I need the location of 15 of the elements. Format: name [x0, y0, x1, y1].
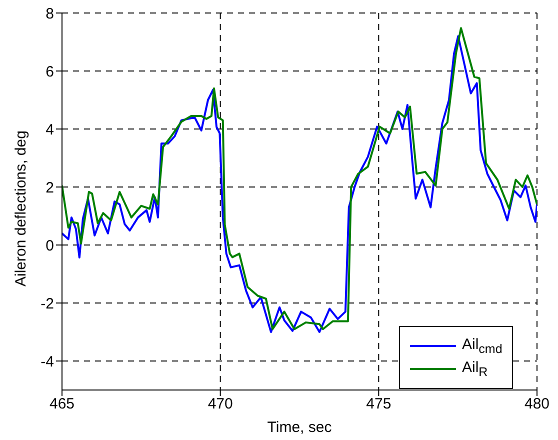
- x-tick-label: 480: [524, 396, 550, 413]
- y-tick-label: 4: [46, 121, 54, 138]
- x-tick-label: 475: [366, 396, 392, 413]
- y-tick-label: 8: [46, 5, 54, 22]
- y-axis-title: Aileron deflections, deg: [12, 130, 30, 286]
- y-tick-label: -4: [40, 353, 54, 370]
- legend-label: Ail$_{cmd}$: [462, 336, 502, 356]
- x-tick-label: 465: [49, 396, 75, 413]
- y-tick-label: -2: [40, 295, 54, 312]
- y-tick-label: 6: [46, 63, 54, 80]
- legend-label: Ail$_{R}$: [462, 359, 488, 379]
- x-axis-title: Time, sec: [267, 419, 332, 436]
- y-tick-label: 2: [46, 179, 54, 196]
- x-tick-label: 470: [208, 396, 233, 413]
- y-tick-label: 0: [46, 237, 54, 254]
